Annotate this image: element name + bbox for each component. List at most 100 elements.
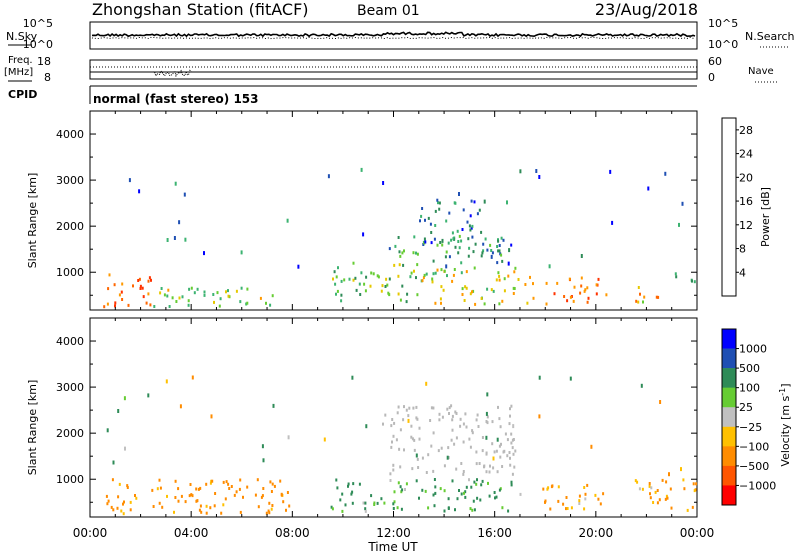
velocity-cell [392, 463, 395, 467]
power-cell [420, 214, 423, 218]
power-cell [286, 218, 289, 223]
power-cell [381, 284, 384, 288]
velocity-cell [641, 487, 644, 491]
power-cell [498, 244, 501, 247]
velocity-cell [483, 465, 485, 469]
power-colorbar-tick-label: 4 [739, 266, 746, 279]
velocity-cell [456, 497, 459, 501]
velocity-cell [692, 482, 695, 486]
velocity-cell [402, 418, 405, 422]
velocity-cell [389, 472, 392, 476]
power-cell [297, 264, 300, 269]
velocity-cell [440, 446, 443, 450]
power-cell [372, 272, 375, 276]
power-colorbar: 4 8 12 16 20 24 28 [721, 117, 753, 297]
velocity-cell [280, 492, 283, 496]
velocity-cell [634, 479, 637, 483]
velocity-cell [287, 435, 290, 440]
power-cell [413, 269, 415, 273]
power-cell [580, 284, 583, 288]
velocity-colorbar-tick-label: −100 [739, 440, 769, 453]
power-cell [446, 274, 448, 278]
velocity-colorbar-tick-label: −1000 [739, 479, 776, 492]
velocity-cell [256, 478, 259, 482]
nave-tick-high: 60 [708, 55, 722, 68]
power-cell [425, 272, 428, 276]
power-cell [445, 264, 448, 269]
velocity-cell [254, 493, 257, 497]
velocity-cell [432, 493, 435, 497]
velocity-cell [508, 422, 511, 426]
velocity-cell [351, 375, 354, 380]
velocity-cell [408, 406, 411, 410]
velocity-cell [546, 487, 549, 491]
power-cell [246, 301, 249, 305]
power-cell [434, 271, 437, 275]
power-cell [139, 287, 142, 290]
power-cell [187, 303, 190, 307]
nsearch-series [91, 36, 696, 40]
power-cell [458, 246, 461, 250]
velocity-cell [578, 502, 581, 505]
velocity-cell [652, 501, 655, 504]
velocity-cell [393, 421, 396, 425]
velocity-cell [430, 444, 433, 448]
velocity-cell [475, 450, 478, 454]
velocity-cell [471, 508, 474, 512]
power-cell [412, 251, 415, 255]
velocity-cell [648, 484, 651, 488]
velocity-cell [481, 436, 484, 439]
velocity-cell [396, 506, 399, 510]
power-colorbar-tick-label: 16 [739, 195, 753, 208]
velocity-cell [382, 422, 384, 426]
power-cell [473, 266, 476, 270]
power-cell [203, 290, 206, 294]
power-cell [526, 301, 529, 305]
power-cell [118, 293, 121, 297]
velocity-cell [161, 505, 164, 509]
velocity-cell [433, 478, 436, 481]
power-cell [415, 276, 417, 280]
power-cell [409, 275, 412, 279]
power-cell [168, 305, 171, 308]
velocity-cell [510, 483, 513, 487]
power-cell [410, 271, 413, 275]
power-cell [430, 241, 433, 245]
power-cell [569, 295, 572, 299]
velocity-cell [330, 505, 333, 509]
power-cell [441, 243, 444, 247]
power-cell [376, 274, 379, 278]
power-cell [467, 237, 470, 241]
power-cell [584, 288, 587, 292]
power-cell [637, 286, 640, 289]
velocity-cell [404, 488, 406, 491]
power-cell [492, 289, 495, 293]
power-cell [193, 291, 196, 295]
power-cell [447, 241, 450, 245]
power-cell [489, 243, 492, 247]
velocity-cell [220, 511, 223, 515]
power-cell [490, 254, 493, 259]
velocity-cell [514, 449, 517, 453]
velocity-cell [659, 400, 662, 404]
velocity-cell [116, 506, 119, 510]
power-cell [643, 295, 646, 299]
velocity-cell [267, 509, 270, 513]
power-cell [167, 288, 170, 292]
velocity-cell [476, 496, 479, 500]
power-cell [336, 289, 339, 293]
power-cell [360, 271, 363, 275]
velocity-cell [147, 393, 150, 398]
velocity-cell [411, 437, 414, 441]
velocity-cell [450, 404, 453, 408]
velocity-cell [583, 507, 586, 511]
velocity-cell [282, 500, 285, 504]
power-cell [491, 251, 494, 255]
power-cell [506, 200, 508, 205]
power-cell [175, 300, 178, 303]
power-cell [431, 280, 434, 284]
power-scatter [103, 167, 696, 309]
velocity-cell [509, 407, 511, 411]
velocity-cell [458, 489, 460, 492]
